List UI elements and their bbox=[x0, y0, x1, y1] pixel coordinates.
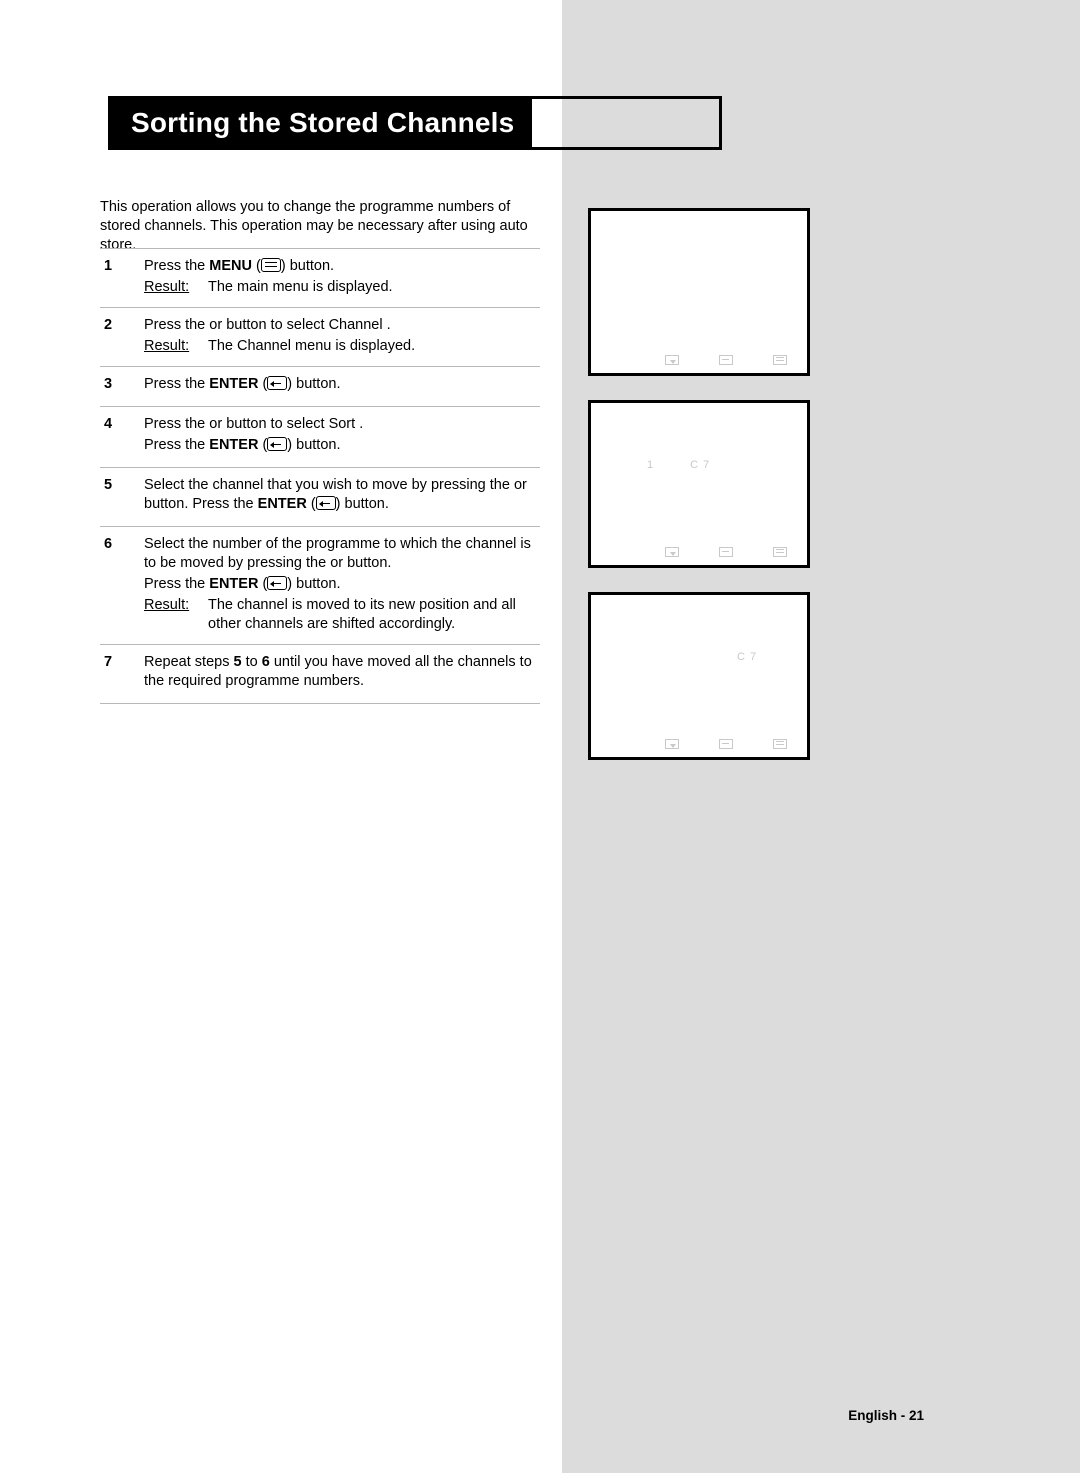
page-title: Sorting the Stored Channels bbox=[111, 99, 532, 147]
osd-panel-3: C 7 bbox=[588, 592, 810, 760]
move-icon bbox=[665, 739, 679, 749]
osd-1-footer-icons bbox=[591, 355, 807, 365]
osd-2-prog: 1 bbox=[647, 459, 654, 471]
step-number: 5 bbox=[100, 476, 144, 516]
osd-3-row: C 7 bbox=[737, 651, 757, 663]
step-5: 5Select the channel that you wish to mov… bbox=[100, 468, 540, 526]
osd-2-ch: C 7 bbox=[690, 459, 710, 471]
enter-icon bbox=[316, 496, 336, 510]
step-line: Select the number of the programme to wh… bbox=[144, 535, 540, 573]
enter-icon bbox=[719, 547, 733, 557]
step-3: 3Press the ENTER () button. bbox=[100, 367, 540, 406]
bold-text: ENTER bbox=[209, 576, 258, 592]
result-text: The main menu is displayed. bbox=[208, 278, 393, 297]
title-bar: Sorting the Stored Channels bbox=[108, 96, 722, 150]
bold-text: 6 bbox=[262, 654, 270, 670]
page-footer: English - 21 bbox=[848, 1408, 924, 1423]
bold-text: ENTER bbox=[258, 496, 307, 512]
step-line: Select the channel that you wish to move… bbox=[144, 476, 540, 514]
step-line: Press the or button to select Channel . bbox=[144, 316, 540, 335]
osd-3-ch: C 7 bbox=[737, 651, 757, 663]
osd-2-footer-icons bbox=[591, 547, 807, 557]
step-body: Select the channel that you wish to move… bbox=[144, 476, 540, 516]
step-body: Press the or button to select Sort . Pres… bbox=[144, 415, 540, 457]
step-6: 6Select the number of the programme to w… bbox=[100, 527, 540, 644]
enter-icon bbox=[267, 376, 287, 390]
osd-2-row: 1 C 7 bbox=[647, 459, 710, 471]
result-label: Result: bbox=[144, 278, 208, 297]
step-body: Press the or button to select Channel . R… bbox=[144, 316, 540, 356]
intro-text: This operation allows you to change the … bbox=[100, 198, 540, 255]
step-number: 4 bbox=[100, 415, 144, 457]
bold-text: 5 bbox=[233, 654, 241, 670]
osd-panel-2: 1 C 7 bbox=[588, 400, 810, 568]
result-text: The Channel menu is displayed. bbox=[208, 337, 415, 356]
step-line: Press the ENTER () button. bbox=[144, 575, 540, 594]
step-number: 3 bbox=[100, 375, 144, 396]
step-line: Press the MENU () button. bbox=[144, 257, 540, 276]
step-body: Select the number of the programme to wh… bbox=[144, 535, 540, 634]
bold-text: ENTER bbox=[209, 376, 258, 392]
steps-list: 1Press the MENU () button.Result:The mai… bbox=[100, 248, 540, 704]
step-line: Press the ENTER () button. bbox=[144, 375, 540, 394]
move-icon bbox=[665, 355, 679, 365]
result-line: Result:The Channel menu is displayed. bbox=[144, 337, 540, 356]
return-icon bbox=[773, 355, 787, 365]
step-line: Repeat steps 5 to 6 until you have moved… bbox=[144, 653, 540, 691]
bold-text: MENU bbox=[209, 258, 252, 274]
result-label: Result: bbox=[144, 337, 208, 356]
step-7: 7Repeat steps 5 to 6 until you have move… bbox=[100, 645, 540, 703]
step-2: 2Press the or button to select Channel .… bbox=[100, 308, 540, 366]
step-4: 4Press the or button to select Sort .Pre… bbox=[100, 407, 540, 467]
step-number: 7 bbox=[100, 653, 144, 693]
osd-3-footer-icons bbox=[591, 739, 807, 749]
step-body: Press the ENTER () button. bbox=[144, 375, 540, 396]
step-body: Repeat steps 5 to 6 until you have moved… bbox=[144, 653, 540, 693]
result-text: The channel is moved to its new position… bbox=[208, 596, 540, 634]
page: Sorting the Stored Channels This operati… bbox=[0, 0, 1080, 1473]
step-body: Press the MENU () button. Result:The main… bbox=[144, 257, 540, 297]
step-line: Press the ENTER () button. bbox=[144, 436, 540, 455]
enter-icon bbox=[719, 739, 733, 749]
enter-icon bbox=[719, 355, 733, 365]
step-1: 1Press the MENU () button. Result:The mai… bbox=[100, 249, 540, 307]
return-icon bbox=[773, 547, 787, 557]
menu-icon bbox=[261, 258, 281, 272]
result-line: Result:The channel is moved to its new p… bbox=[144, 596, 540, 634]
move-icon bbox=[665, 547, 679, 557]
step-line: Press the or button to select Sort . bbox=[144, 415, 540, 434]
enter-icon bbox=[267, 437, 287, 451]
result-label: Result: bbox=[144, 596, 208, 634]
step-number: 6 bbox=[100, 535, 144, 634]
step-number: 1 bbox=[100, 257, 144, 297]
osd-panel-1 bbox=[588, 208, 810, 376]
return-icon bbox=[773, 739, 787, 749]
bold-text: ENTER bbox=[209, 437, 258, 453]
result-line: Result:The main menu is displayed. bbox=[144, 278, 540, 297]
enter-icon bbox=[267, 576, 287, 590]
step-number: 2 bbox=[100, 316, 144, 356]
